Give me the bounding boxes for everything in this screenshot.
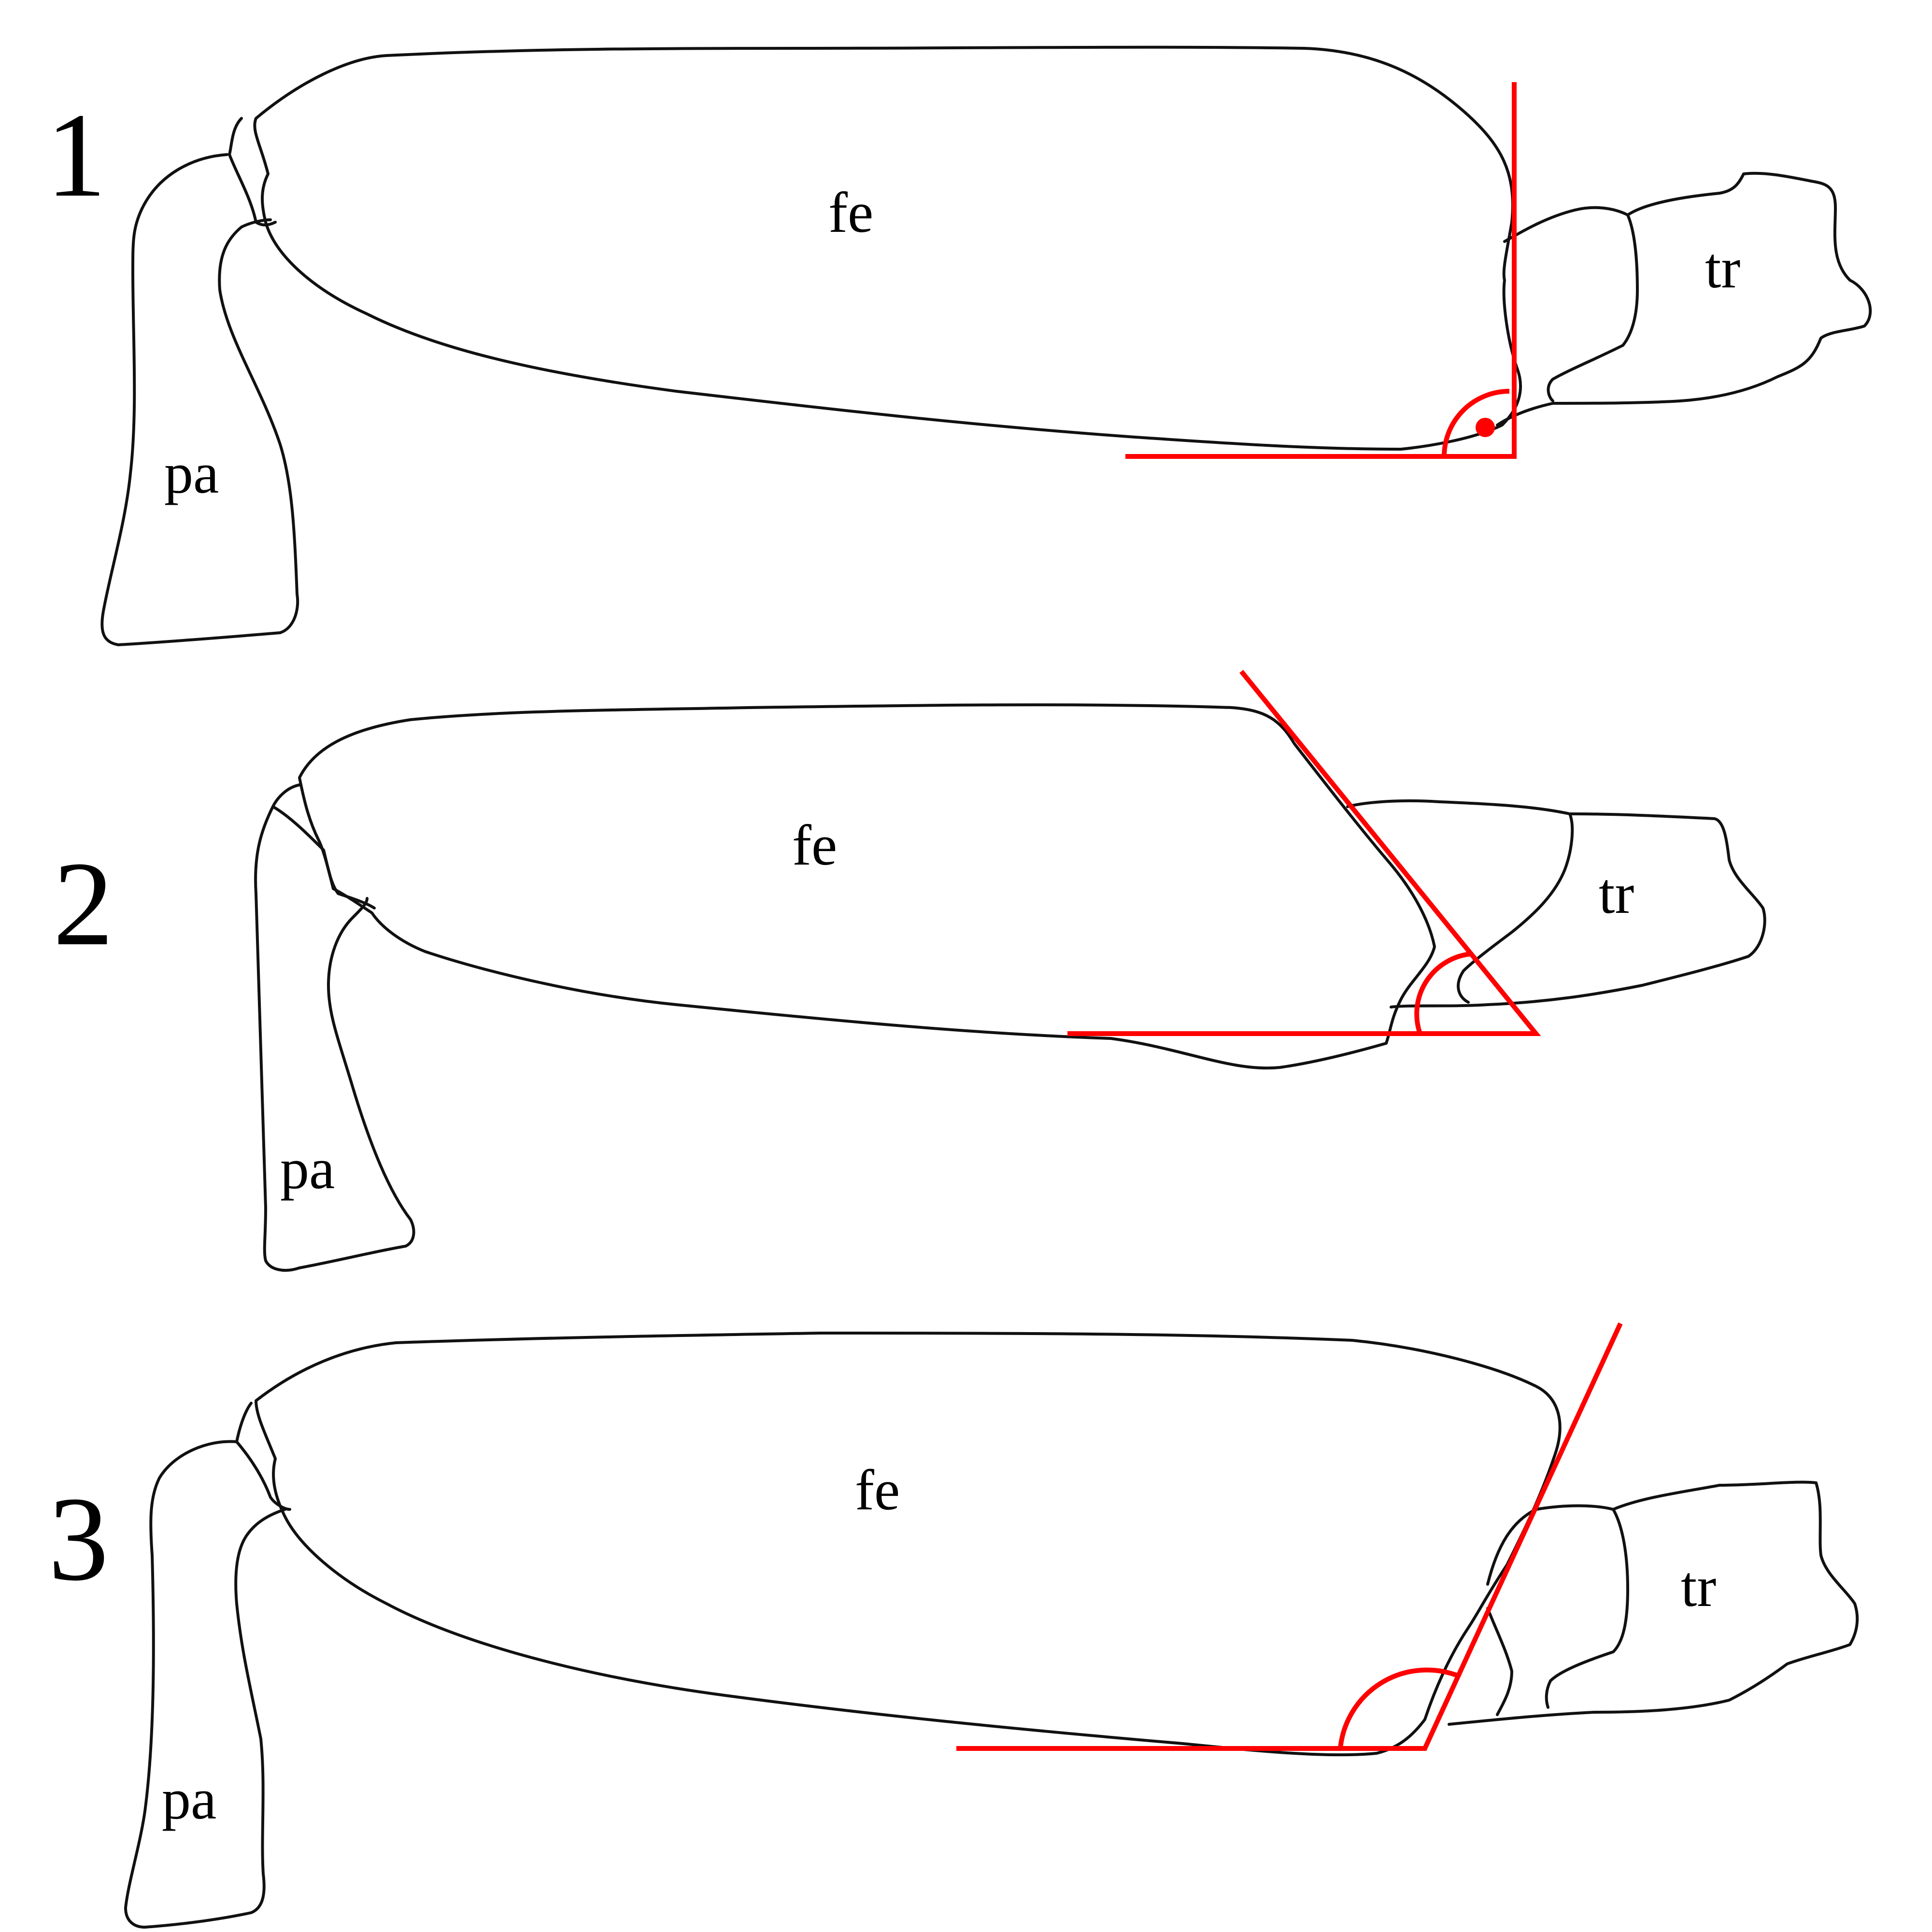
patella-label: pa [280, 1136, 335, 1201]
trochanter-ring-2-outline [1448, 1480, 1859, 1726]
trochanter-ring-1-outline [1346, 799, 1574, 1004]
patella-outline [124, 1440, 286, 1929]
panel-3: 3 fe tr pa [48, 1322, 1859, 1929]
femur-patella-joint [235, 1402, 291, 1511]
right-angle-dot [1476, 418, 1495, 437]
trochanter-ring-1-outline [1486, 1504, 1629, 1709]
femur-outline [253, 45, 1522, 451]
trochanter-label: tr [1681, 1554, 1716, 1619]
angle-baseline-and-slant [956, 1322, 1623, 1751]
femur-outline [298, 703, 1436, 1070]
angle-arc [1338, 1667, 1460, 1749]
femur-label: fe [792, 813, 837, 877]
patella-label: pa [162, 1767, 216, 1831]
trochanter-label: tr [1705, 236, 1740, 300]
femur-patella-joint [271, 783, 376, 909]
angle-arc [1414, 952, 1471, 1035]
trochanter-label: tr [1599, 861, 1634, 925]
angle-arc [1442, 389, 1510, 457]
patella-outline [100, 153, 299, 646]
panel-1: 1 fe tr pa [46, 45, 1872, 646]
panel-number: 3 [48, 1472, 109, 1606]
trochanter-ring-1-inner [1486, 1607, 1513, 1716]
trochanter-ring-2-outline [1496, 171, 1872, 426]
angle-baseline-and-vertical [1125, 82, 1517, 459]
trochanter-ring-1-outline [1503, 206, 1639, 402]
panel-number: 1 [46, 88, 106, 222]
patella-outline [254, 805, 415, 1272]
femur-label: fe [828, 180, 873, 244]
panel-2: 2 fe tr pa [53, 669, 1766, 1272]
femur-label: fe [855, 1458, 900, 1522]
angle-baseline-and-slant [1067, 669, 1541, 1036]
trochanter-ring-2-outline [1390, 812, 1766, 1009]
panel-number: 2 [53, 837, 114, 971]
femur-patella-joint [228, 117, 277, 227]
patella-label: pa [164, 441, 219, 505]
femur-outline [255, 1332, 1562, 1757]
